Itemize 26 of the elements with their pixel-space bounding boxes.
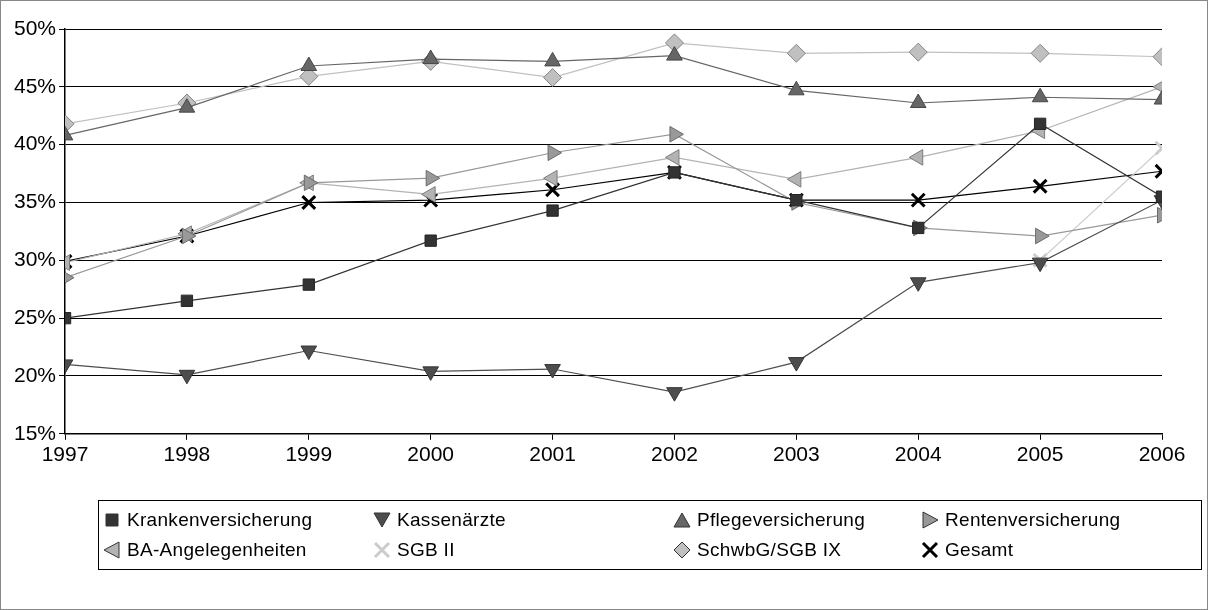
legend-label: BA-Angelegenheiten: [127, 539, 307, 561]
x-tick-label: 2001: [529, 442, 576, 466]
x-tick-label: 2006: [1138, 442, 1186, 466]
x-tick-label: 1998: [163, 442, 211, 466]
x-tick-label: 1999: [285, 442, 333, 466]
y-tick-label: 35%: [14, 189, 57, 213]
y-tick-label: 25%: [14, 304, 57, 328]
x-tick-label: 2005: [1016, 442, 1064, 466]
x-tick-label: 1997: [41, 442, 89, 466]
y-tick-label: 20%: [14, 362, 57, 386]
y-tick-label: 50%: [14, 15, 57, 39]
legend-label: Krankenversicherung: [127, 509, 313, 531]
legend-label: Kassenärzte: [397, 509, 506, 531]
legend-label: SGB II: [397, 539, 455, 561]
y-tick-label: 40%: [14, 131, 57, 155]
legend-label: SchwbG/SGB IX: [697, 539, 842, 561]
x-tick-label: 2000: [407, 442, 455, 466]
x-tick-label: 2003: [772, 442, 820, 466]
y-tick-label: 45%: [14, 73, 57, 97]
x-tick-label: 2002: [651, 442, 698, 466]
y-tick-label: 15%: [14, 420, 57, 444]
y-tick-label: 30%: [14, 247, 57, 271]
legend-label: Gesamt: [945, 539, 1014, 561]
x-tick-label: 2004: [894, 442, 942, 466]
legend-label: Pflegeversicherung: [697, 509, 866, 531]
legend-label: Rentenversicherung: [945, 509, 1121, 531]
